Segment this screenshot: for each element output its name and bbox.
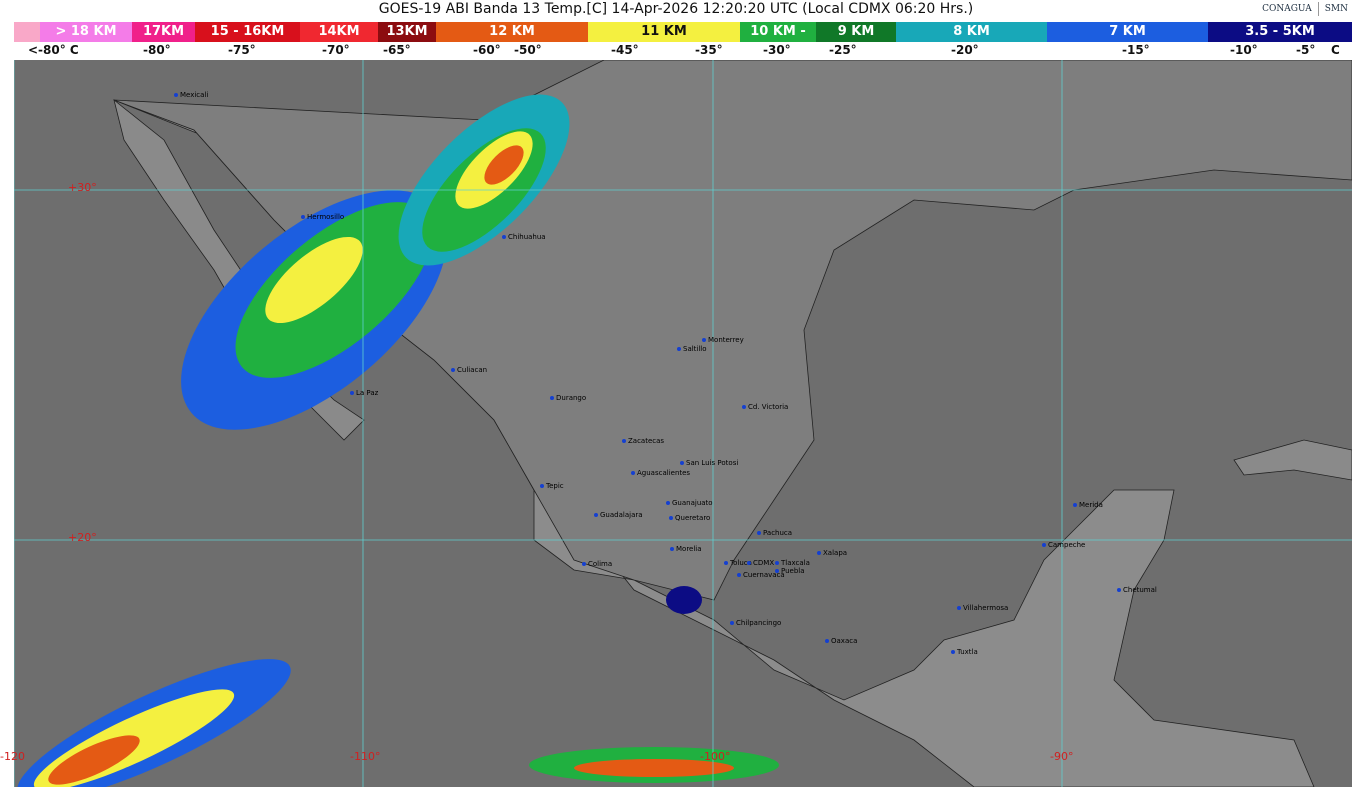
legend-segment: 3.5 - 5KM: [1208, 22, 1352, 42]
legend-segment: 13KM: [378, 22, 436, 42]
legend-tick: -20°: [951, 43, 979, 57]
color-legend: > 18 KM 17KM 15 - 16KM 14KM 13KM 12 KM 11 KM 10…: [14, 22, 1352, 42]
legend-segment: 17KM: [132, 22, 195, 42]
city-label: Saltillo: [677, 345, 707, 353]
legend-tick: C: [1331, 43, 1340, 57]
city-label: Mexicali: [174, 91, 208, 99]
legend-segment: [14, 22, 40, 42]
city-label: Tepic: [540, 482, 564, 490]
city-label: Campeche: [1042, 541, 1085, 549]
city-label: Tuxtla: [951, 648, 978, 656]
legend-segment: 9 KM: [816, 22, 896, 42]
city-label: Morelia: [670, 545, 702, 553]
logos: CONAGUA SMN: [1262, 2, 1348, 16]
city-label: Guanajuato: [666, 499, 713, 507]
city-label: San Luis Potosi: [680, 459, 738, 467]
city-label: Toluca: [724, 559, 752, 567]
city-label: CDMX: [747, 559, 774, 567]
legend-segment: 11 KM: [588, 22, 740, 42]
smn-logo: SMN: [1324, 4, 1348, 14]
city-label: Zacatecas: [622, 437, 664, 445]
cloud-tops: [17, 94, 779, 787]
city-label: Xalapa: [817, 549, 847, 557]
city-label: La Paz: [350, 389, 378, 397]
city-label: Cuernavaca: [737, 571, 785, 579]
legend-tick: -10°: [1230, 43, 1258, 57]
conagua-logo: CONAGUA: [1262, 4, 1312, 14]
lat-label: +20°: [68, 531, 97, 544]
legend-segment: 15 - 16KM: [195, 22, 300, 42]
legend-tick: -70°: [322, 43, 350, 57]
legend-tick: -60°: [473, 43, 501, 57]
lat-label: +30°: [68, 181, 97, 194]
city-label: Colima: [582, 560, 612, 568]
lon-label: -110°: [350, 750, 381, 763]
city-label: Monterrey: [702, 336, 744, 344]
legend-tick: -25°: [829, 43, 857, 57]
legend-tick: -75°: [228, 43, 256, 57]
city-label: Hermosillo: [301, 213, 344, 221]
land-baja: [113, 98, 365, 441]
city-label: Chilpancingo: [730, 619, 781, 627]
legend-segment: > 18 KM: [40, 22, 132, 42]
map-title: GOES-19 ABI Banda 13 Temp.[C] 14-Apr-202…: [378, 1, 974, 17]
graticule: [14, 60, 1352, 787]
legend-tick: <-80° C: [28, 43, 79, 57]
city-label: Chihuahua: [502, 233, 546, 241]
lon-label: -120: [0, 750, 25, 763]
city-label: Aguascalientes: [631, 469, 690, 477]
legend-tick: -15°: [1122, 43, 1150, 57]
map-layer: [14, 60, 1352, 787]
lon-label: -90°: [1050, 750, 1074, 763]
city-label: Cd. Victoria: [742, 403, 788, 411]
satellite-map[interactable]: +30° +20° -120 -110° -100° -90° Mexicali…: [0, 60, 1352, 787]
legend-segment: 10 KM -: [740, 22, 816, 42]
city-label: Merida: [1073, 501, 1103, 509]
city-label: Durango: [550, 394, 586, 402]
city-label: Pachuca: [757, 529, 792, 537]
city-label: Chetumal: [1117, 586, 1157, 594]
land-cuba: [1233, 439, 1352, 481]
city-label: Tlaxcala: [775, 559, 810, 567]
legend-segment: 8 KM: [896, 22, 1047, 42]
legend-tick: -45°: [611, 43, 639, 57]
legend-tick: -5°: [1296, 43, 1316, 57]
legend-tick: -30°: [763, 43, 791, 57]
legend-tick: -80°: [143, 43, 171, 57]
legend-segment: 12 KM: [436, 22, 588, 42]
city-label: Guadalajara: [594, 511, 643, 519]
city-label: Queretaro: [669, 514, 710, 522]
city-label: Culiacan: [451, 366, 487, 374]
legend-tick: -65°: [383, 43, 411, 57]
legend-segment: 7 KM: [1047, 22, 1208, 42]
legend-tick: -35°: [695, 43, 723, 57]
city-label: Villahermosa: [957, 604, 1008, 612]
legend-tick: -50°: [514, 43, 542, 57]
legend-segment: 14KM: [300, 22, 378, 42]
lon-label: -100°: [700, 750, 731, 763]
city-label: Puebla: [775, 567, 805, 575]
city-label: Oaxaca: [825, 637, 857, 645]
